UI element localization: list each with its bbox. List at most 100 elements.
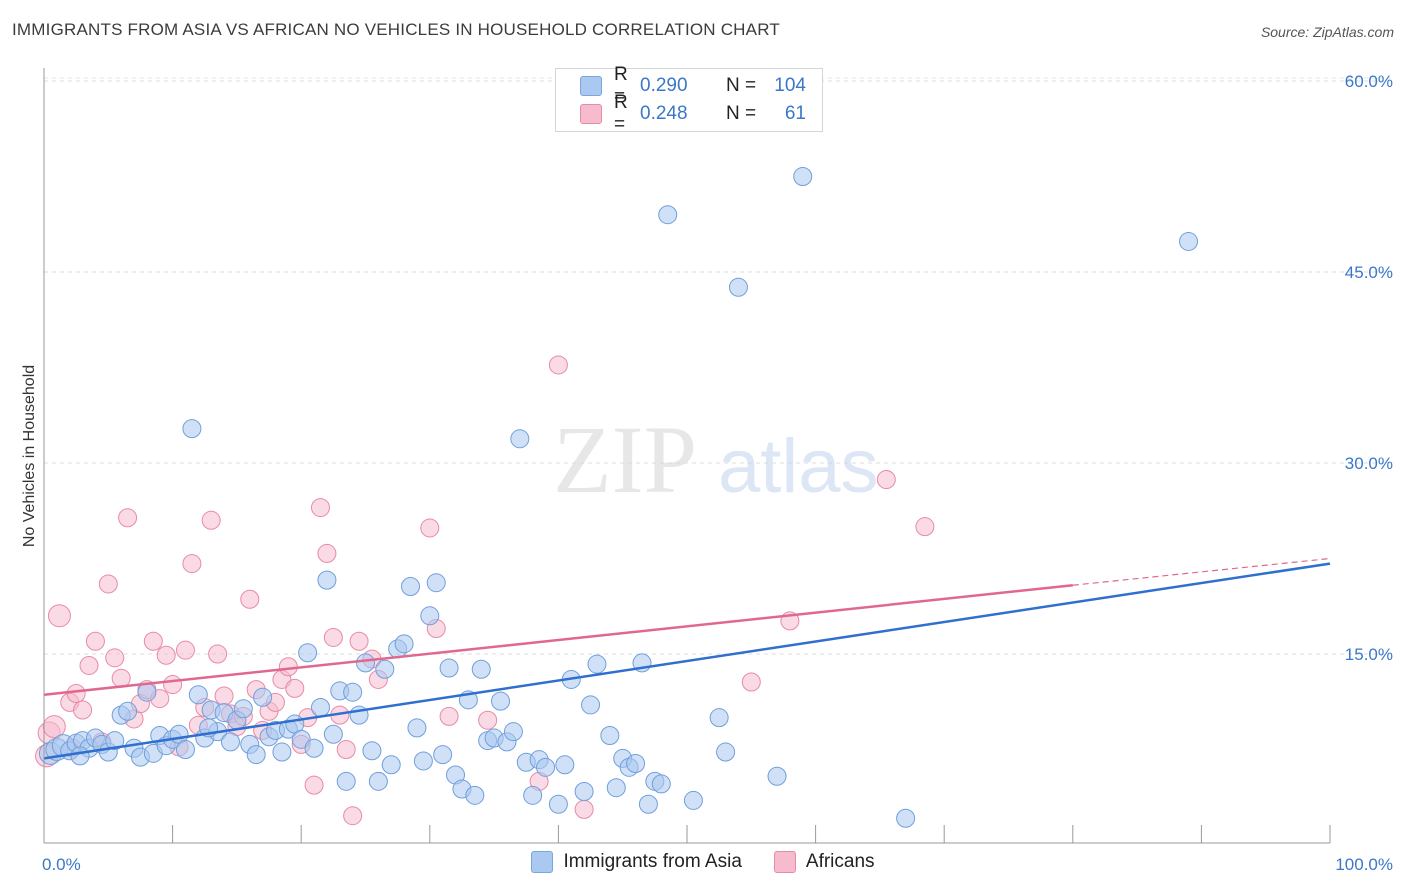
asia-point-29 — [233, 699, 253, 719]
africans-point-38 — [278, 657, 298, 677]
x-tick-label-0: 0.0% — [42, 855, 81, 874]
africans-point-10 — [98, 574, 118, 594]
legend-n-label: N = — [726, 75, 757, 96]
asia-point-98 — [793, 167, 813, 186]
legend-n-label: N = — [726, 103, 757, 124]
asia-point-74 — [523, 785, 543, 805]
chart-title: IMMIGRANTS FROM ASIA VS AFRICAN NO VEHIC… — [12, 20, 780, 39]
asia-point-95 — [716, 742, 736, 762]
asia-point-76 — [536, 757, 556, 777]
asia-point-89 — [638, 794, 658, 814]
asia-point-69 — [491, 691, 511, 711]
asia-point-55 — [401, 577, 421, 597]
legend-r-value: 0.248 — [640, 103, 688, 124]
asia-point-11 — [118, 701, 138, 721]
asia-point-46 — [343, 682, 363, 702]
y-tick-label-0: 15.0% — [1345, 645, 1393, 664]
correlation-legend: R = 0.290 N = 104 R = 0.248 N = 61 — [555, 64, 823, 135]
africans-point-27 — [208, 644, 228, 664]
asia-point-39 — [298, 643, 318, 663]
africans-point-23 — [182, 554, 202, 574]
asia-point-57 — [413, 751, 433, 771]
africans-point-55 — [478, 710, 498, 730]
asia-point-51 — [375, 659, 395, 679]
asia-point-72 — [510, 429, 530, 449]
asia-point-82 — [587, 654, 607, 674]
africans-point-26 — [201, 510, 221, 530]
y-tick-label-2: 45.0% — [1345, 263, 1393, 282]
series-legend-item-asia[interactable]: Immigrants from Asia — [531, 851, 742, 873]
asia-point-65 — [465, 785, 485, 805]
asia-point-56 — [407, 718, 427, 738]
asia-point-102 — [105, 731, 125, 751]
watermark-atlas: atlas — [718, 424, 879, 509]
africans-point-43 — [310, 498, 330, 518]
asia-point-49 — [362, 741, 382, 761]
series-legend-item-africans[interactable]: Africans — [773, 851, 875, 873]
africans-point-62 — [915, 517, 935, 537]
africans-point-19 — [156, 645, 176, 665]
africans-point-3 — [47, 604, 71, 628]
africans-point-54 — [439, 706, 459, 726]
y-tick-label-3: 60.0% — [1345, 72, 1393, 91]
series-legend-label: Immigrants from Asia — [563, 851, 742, 872]
africans-point-48 — [343, 806, 363, 826]
asia-point-83 — [600, 725, 620, 745]
asia-point-35 — [272, 742, 292, 762]
asia-point-96 — [728, 277, 748, 297]
asia-point-45 — [336, 771, 356, 791]
asia-point-60 — [433, 745, 453, 765]
africans-point-39 — [285, 678, 305, 698]
africans-point-22 — [175, 640, 195, 660]
africans-point-12 — [111, 668, 131, 688]
africans-point-8 — [85, 631, 105, 651]
asia-point-54 — [394, 634, 414, 654]
africans-point-20 — [163, 675, 183, 695]
asia-point-52 — [381, 755, 401, 775]
asia-point-31 — [246, 745, 266, 765]
asia-point-99 — [896, 808, 916, 828]
asia-point-78 — [555, 755, 575, 775]
asia-point-84 — [606, 778, 626, 798]
series-legend-label: Africans — [805, 851, 875, 872]
asia-point-22 — [188, 685, 208, 705]
asia-point-94 — [709, 708, 729, 728]
legend-n-value: 104 — [774, 75, 806, 96]
trend-lines — [43, 557, 1331, 760]
watermark-zip: ZIP — [553, 406, 697, 513]
africans-trend-extension — [1072, 557, 1331, 586]
africans-point-47 — [336, 740, 356, 759]
asia-point-71 — [503, 722, 523, 742]
asia-point-97 — [767, 766, 787, 786]
asia-point-101 — [70, 746, 90, 766]
asia-point-50 — [368, 771, 388, 791]
africans-point-13 — [118, 508, 138, 528]
asia-point-100 — [1179, 231, 1199, 251]
legend-r-value: 0.290 — [640, 75, 688, 96]
africans-point-5 — [66, 683, 86, 703]
asia-point-14 — [137, 682, 157, 702]
series-legend: Immigrants from Asia Africans — [0, 851, 1406, 873]
y-tick-label-1: 30.0% — [1345, 454, 1393, 473]
africans-point-17 — [143, 631, 163, 651]
y-axis-label: No Vehicles in Household — [21, 365, 38, 547]
y-tick-labels: 15.0% 30.0% 45.0% 60.0% — [1345, 72, 1393, 664]
legend-r-label: R = — [614, 64, 628, 107]
asia-trend-line — [43, 562, 1331, 760]
asia-point-92 — [658, 205, 678, 225]
x-tick-label-1: 100.0% — [1335, 855, 1393, 874]
asia-point-21 — [182, 419, 202, 439]
africans-point-49 — [349, 631, 369, 651]
legend-swatch-africans — [580, 104, 602, 124]
legend-row-asia: R = 0.290 N = 104 — [580, 64, 806, 107]
series-swatch-asia — [531, 851, 554, 873]
axes — [43, 68, 1331, 844]
africans-point-11 — [105, 648, 125, 668]
asia-point-91 — [651, 774, 671, 794]
source-label: Source: ZipAtlas.com — [1260, 24, 1394, 40]
africans-point-44 — [317, 543, 337, 563]
asia-point-80 — [574, 782, 594, 802]
africans-point-45 — [323, 627, 343, 647]
africans-point-28 — [214, 686, 234, 706]
